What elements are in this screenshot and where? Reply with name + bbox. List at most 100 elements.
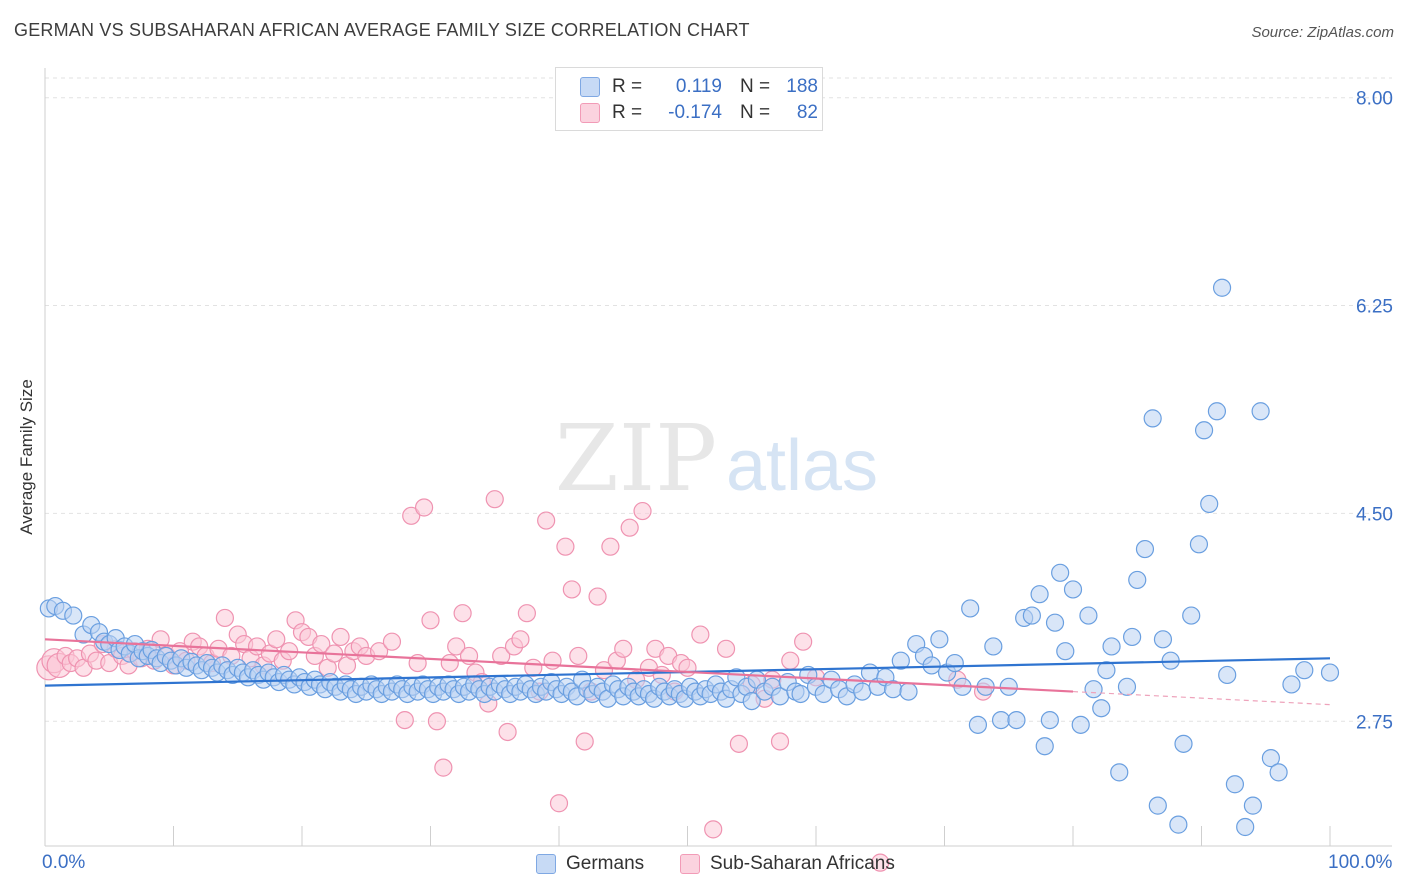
germans-point bbox=[1084, 680, 1103, 699]
x-tick-label-max: 100.0% bbox=[1328, 852, 1393, 873]
subsaharan-point bbox=[549, 794, 569, 813]
subsaharan-point bbox=[382, 632, 402, 651]
subsaharan-point bbox=[427, 712, 447, 731]
subsaharan-point bbox=[543, 651, 562, 670]
y-tick-label: 6.25 bbox=[1356, 297, 1393, 318]
germans-point bbox=[930, 630, 949, 649]
trend-lines bbox=[44, 638, 1331, 706]
watermark: ZIP atlas bbox=[555, 405, 878, 512]
y-tick-label: 2.75 bbox=[1356, 712, 1393, 733]
subsaharan-point bbox=[447, 637, 466, 656]
subsaharan-point bbox=[691, 625, 710, 644]
n-value-germans: 188 bbox=[786, 76, 818, 97]
germans-point bbox=[961, 599, 980, 618]
germans-point bbox=[1123, 627, 1142, 647]
germans-point bbox=[1022, 606, 1041, 625]
germans-point bbox=[899, 682, 918, 701]
germans-point bbox=[1092, 699, 1111, 718]
y-tick-label: 8.00 bbox=[1356, 89, 1393, 110]
watermark-atlas: atlas bbox=[726, 426, 878, 506]
y-tick-labels: 2.75 4.50 6.25 8.00 bbox=[1356, 89, 1393, 734]
germans-point bbox=[1194, 421, 1214, 440]
watermark-zip: ZIP bbox=[555, 405, 717, 512]
legend-label-germans: Germans bbox=[566, 853, 645, 874]
subsaharan-point bbox=[620, 518, 639, 537]
subsaharan-point bbox=[524, 658, 543, 677]
subsaharan-point bbox=[704, 820, 723, 839]
germans-point bbox=[891, 651, 910, 670]
germans-point bbox=[1143, 409, 1162, 428]
chart-title: GERMAN VS SUBSAHARAN AFRICAN AVERAGE FAM… bbox=[14, 20, 750, 40]
subsaharan-point bbox=[511, 630, 530, 649]
subsaharan-point bbox=[556, 537, 575, 556]
germans-point bbox=[1282, 675, 1301, 694]
y-tick-label: 4.50 bbox=[1356, 504, 1393, 525]
germans-point bbox=[1212, 278, 1232, 297]
germans-point bbox=[1169, 815, 1188, 834]
germans-point bbox=[1174, 734, 1193, 753]
germans-point bbox=[1261, 749, 1280, 768]
germans-point bbox=[791, 684, 810, 704]
n-label: N = bbox=[740, 102, 771, 123]
germans-point bbox=[999, 677, 1018, 696]
subsaharan-point bbox=[575, 732, 594, 751]
series-subsaharan-points bbox=[36, 490, 993, 872]
n-label: N = bbox=[740, 76, 771, 97]
legend-item-subsaharan: Sub-Saharan Africans bbox=[680, 852, 895, 876]
germans-point bbox=[1218, 665, 1237, 685]
germans-swatch bbox=[580, 77, 600, 97]
subsaharan-point bbox=[421, 611, 440, 630]
germans-point bbox=[1148, 796, 1167, 815]
germans-point bbox=[1110, 763, 1129, 782]
germans-point bbox=[1153, 630, 1173, 649]
germans-point bbox=[1056, 642, 1075, 661]
germans-point bbox=[945, 653, 964, 673]
germans-point bbox=[853, 682, 872, 701]
germans-point bbox=[1320, 663, 1340, 682]
germans-point bbox=[1243, 796, 1263, 815]
germans-point bbox=[1128, 570, 1147, 590]
subsaharan-point bbox=[485, 490, 504, 509]
germans-point bbox=[1135, 539, 1155, 559]
subsaharan-swatch bbox=[580, 103, 600, 123]
subsaharan-point bbox=[781, 651, 800, 670]
subsaharan-point bbox=[794, 632, 813, 651]
subsaharan-point bbox=[395, 710, 414, 730]
germans-point bbox=[991, 710, 1011, 730]
subsaharan-point bbox=[331, 627, 350, 647]
subsaharan-point bbox=[614, 639, 633, 658]
subsaharan-point bbox=[434, 758, 453, 777]
legend-label-subsaharan: Sub-Saharan Africans bbox=[710, 853, 895, 874]
r-value-germans: 0.119 bbox=[675, 76, 722, 97]
subsaharan-point bbox=[267, 630, 286, 649]
germans-point bbox=[1045, 613, 1065, 632]
subsaharan-point bbox=[414, 498, 434, 517]
r-label: R = bbox=[612, 102, 643, 123]
subsaharan-point bbox=[716, 639, 736, 658]
subsaharan-point bbox=[770, 732, 790, 751]
subsaharan-point bbox=[498, 722, 517, 742]
germans-point bbox=[1040, 710, 1059, 730]
axes bbox=[44, 68, 1392, 847]
subsaharan-point bbox=[492, 646, 511, 666]
subsaharan-trend-extension bbox=[1072, 690, 1331, 706]
germans-point bbox=[1071, 715, 1090, 734]
germans-point bbox=[1200, 494, 1219, 514]
subsaharan-point bbox=[729, 734, 749, 753]
germans-point bbox=[968, 715, 988, 734]
subsaharan-point bbox=[678, 658, 697, 677]
germans-legend-swatch bbox=[536, 854, 556, 874]
germans-point bbox=[1207, 402, 1227, 421]
germans-point bbox=[1051, 563, 1070, 582]
y-axis-title: Average Family Size bbox=[17, 379, 36, 535]
subsaharan-point bbox=[588, 587, 607, 606]
subsaharan-point bbox=[569, 646, 588, 666]
subsaharan-point bbox=[601, 537, 620, 556]
legend-row-subsaharan: R = -0.174 N = 82 bbox=[580, 101, 818, 125]
germans-point bbox=[1035, 737, 1054, 756]
germans-point bbox=[1063, 580, 1083, 599]
germans-point bbox=[1236, 817, 1255, 837]
germans-point bbox=[984, 637, 1003, 656]
r-label: R = bbox=[612, 76, 643, 97]
legend-item-germans: Germans bbox=[536, 852, 644, 876]
